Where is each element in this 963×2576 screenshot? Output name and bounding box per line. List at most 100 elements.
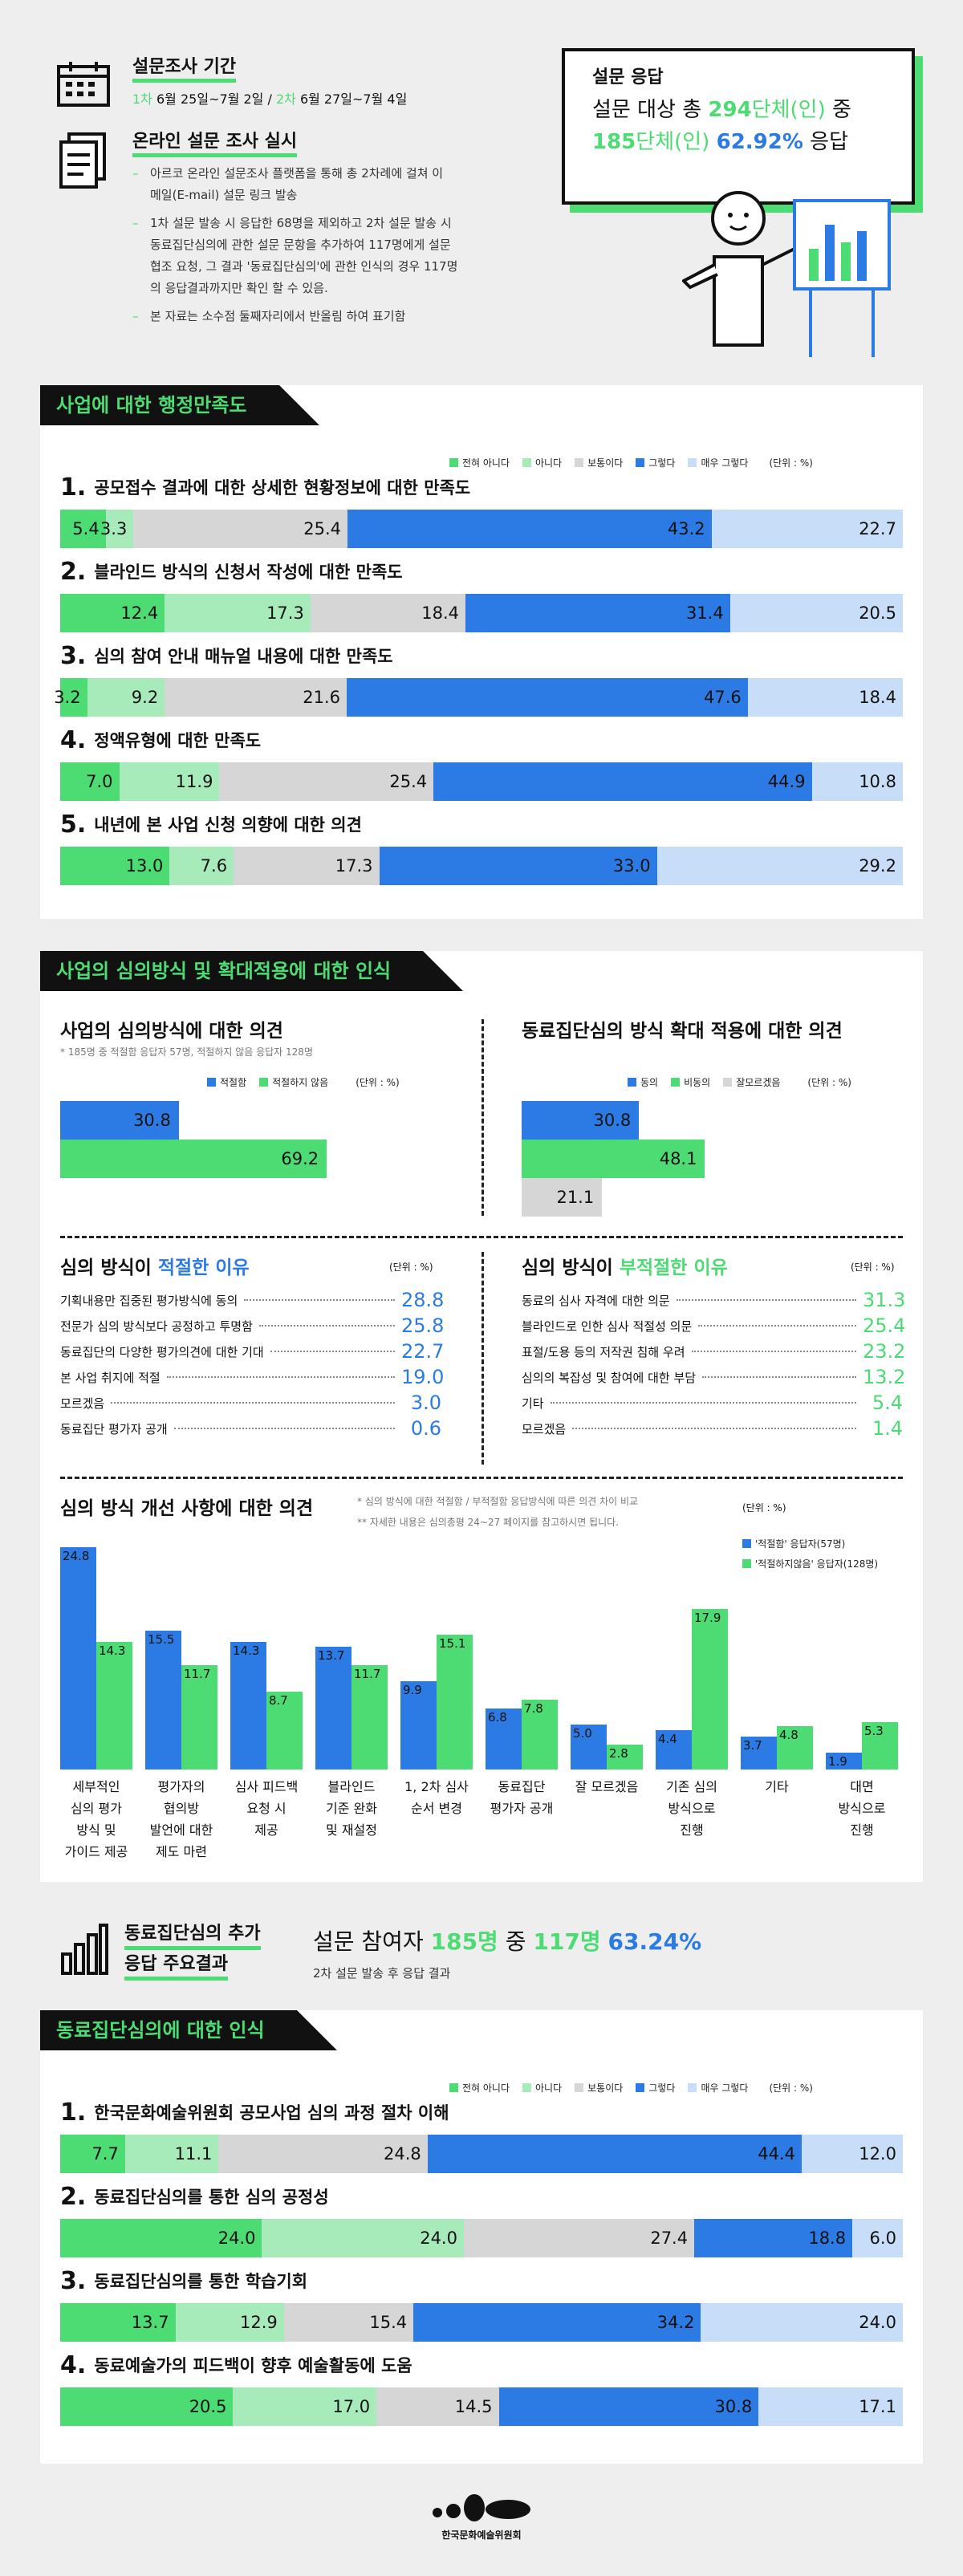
reason-appropriate-value-5: 3.0 <box>410 1392 441 1414</box>
improve-category-6: 동료집단 평가자 공개 <box>490 1779 554 1816</box>
s1-question-title-4: 4. 정액유형에 대한 만족도 <box>60 726 261 754</box>
improve-category-1: 세부적인 심의 평가 방식 및 가이드 제공 <box>64 1779 128 1859</box>
s4-stacked-bar-2: 24.0 24.0 27.4 18.8 6.0 <box>60 2219 903 2257</box>
s4-segment-2-3: 27.4 <box>463 2219 695 2257</box>
reason-inappropriate-dots-1 <box>676 1299 856 1301</box>
improve-bar-7-1: 5.0 <box>571 1725 607 1769</box>
calendar-icon <box>57 62 110 107</box>
legend4-item-3: 보통이다 <box>575 2081 623 2095</box>
reason-appropriate-dots-5 <box>111 1402 395 1404</box>
reason-inappropriate-label-4: 심의의 복잡성 및 참여에 대한 부담 <box>522 1370 697 1385</box>
expansion-bar-2: 48.1 <box>522 1140 705 1178</box>
s4-question-text-3: 동료집단심의를 통한 학습기회 <box>94 2272 308 2291</box>
s1-segment-2-2: 17.3 <box>165 594 311 632</box>
legend-appropriate: 적절함 <box>207 1075 246 1089</box>
s4-segment-1-4: 44.4 <box>427 2135 802 2173</box>
s4-segment-4-4: 30.8 <box>498 2387 759 2426</box>
reason-appropriate-label-4: 본 사업 취지에 적절 <box>60 1370 160 1385</box>
reason-inappropriate-dots-6 <box>572 1428 856 1429</box>
improve-category-5: 1, 2차 심사 순서 변경 <box>404 1779 469 1816</box>
s1-segment-2-1: 12.4 <box>60 594 165 632</box>
reason-inappropriate-value-6: 1.4 <box>872 1417 903 1440</box>
legend4-item-2: 아니다 <box>522 2081 562 2095</box>
reason-appropriate-label-5: 모르겠음 <box>60 1396 105 1411</box>
reason-appropriate-label-6: 동료집단 평가자 공개 <box>60 1421 168 1436</box>
reason-inappropriate-label-6: 모르겠음 <box>522 1421 567 1436</box>
reason-inappropriate-label-5: 기타 <box>522 1396 544 1411</box>
legend-unsure: 잘모르겠음 <box>723 1075 780 1089</box>
s4-segment-1-1: 7.7 <box>60 2135 125 2173</box>
s4-question-number-4: 4. <box>60 2351 87 2379</box>
s1-question-number-1: 1. <box>60 473 87 502</box>
s1-segment-3-3: 21.6 <box>165 678 347 717</box>
reason-appropriate-label-1: 기획내용만 집중된 평가방식에 동의 <box>60 1293 238 1308</box>
s4-segment-2-1: 24.0 <box>60 2219 262 2257</box>
section3-title: 동료집단심의 추가 응답 주요결과 <box>124 1920 261 1981</box>
improve-bar-10-2: 5.3 <box>862 1721 898 1769</box>
s1-segment-5-4: 33.0 <box>379 847 657 885</box>
reason-inappropriate-label-2: 블라인드로 인한 심사 적절성 의문 <box>522 1318 693 1334</box>
legend-item-1: 전혀 아니다 <box>449 456 510 469</box>
improve-bar-2-2: 11.7 <box>181 1664 217 1769</box>
s1-question-text-4: 정액유형에 대한 만족도 <box>94 731 262 750</box>
section1-tab: 사업에 대한 행정만족도 <box>40 385 319 425</box>
s1-segment-3-2: 9.2 <box>87 678 165 717</box>
s1-segment-3-1: 3.2 <box>54 678 87 717</box>
bar-chart-icon <box>61 1924 108 1975</box>
improve-title: 심의 방식 개선 사항에 대한 의견 <box>60 1498 314 1519</box>
s1-question-number-2: 2. <box>60 558 87 586</box>
reason-appropriate-title: 심의 방식이 적절한 이유 <box>60 1258 250 1278</box>
s4-segment-1-2: 11.1 <box>124 2135 219 2173</box>
s4-segment-4-3: 14.5 <box>376 2387 499 2426</box>
reason-appropriate-value-3: 22.7 <box>401 1340 445 1363</box>
improve-category-4: 블라인드 기준 완화 및 재설정 <box>326 1779 377 1838</box>
s1-question-text-2: 블라인드 방식의 신청서 작성에 대한 만족도 <box>94 563 403 582</box>
section2-tab: 사업의 심의방식 및 확대적용에 대한 인식 <box>40 951 464 991</box>
s1-question-text-1: 공모접수 결과에 대한 상세한 현황정보에 대한 만족도 <box>94 478 471 498</box>
section3-stat: 설문 참여자 185명 중 117명 63.24% <box>313 1928 702 1955</box>
s1-stacked-bar-2: 12.4 17.3 18.4 31.4 20.5 <box>60 594 903 632</box>
expansion-opinion-unit: (단위 : %) <box>807 1077 851 1088</box>
divider-vertical-1 <box>482 1019 484 1216</box>
s1-segment-4-5: 10.8 <box>811 762 903 801</box>
reason-inappropriate-value-3: 23.2 <box>863 1340 906 1363</box>
expansion-opinion-legend: 동의 비동의 잘모르겠음 (단위 : %) <box>628 1075 851 1089</box>
legend-item-4: 그렇다 <box>636 456 675 469</box>
reason-inappropriate-row-4: 심의의 복잡성 및 참여에 대한 부담 13.2 <box>522 1366 905 1388</box>
reason-appropriate-row-6: 동료집단 평가자 공개 0.6 <box>60 1417 441 1440</box>
s4-segment-3-4: 34.2 <box>413 2303 701 2342</box>
period-text: 1차 6월 25일~7월 2일 / 2차 6월 27일~7월 4일 <box>132 91 408 107</box>
reason-inappropriate-row-1: 동료의 심사 자격에 대한 의문 31.3 <box>522 1289 905 1311</box>
improve-bar-3-1: 14.3 <box>230 1641 266 1769</box>
method-bar-2: 69.2 <box>60 1140 327 1178</box>
improve-note-2: ** 자세한 내용은 심의총평 24~27 페이지를 참고하시면 됩니다. <box>357 1517 619 1528</box>
period-title: 설문조사 기간 <box>132 56 237 83</box>
s1-question-number-4: 4. <box>60 726 87 754</box>
s1-segment-4-4: 44.9 <box>433 762 812 801</box>
expansion-opinion-title: 동료집단심의 방식 확대 적용에 대한 의견 <box>522 1021 843 1042</box>
s1-segment-2-4: 31.4 <box>465 594 730 632</box>
presenter-illustration-icon <box>682 191 891 357</box>
s1-segment-4-1: 7.0 <box>60 762 120 801</box>
section1-unit: (단위 : %) <box>769 457 813 469</box>
method-bar-1: 30.8 <box>60 1101 179 1140</box>
method-opinion-note: * 185명 중 적절함 응답자 57명, 적절하지 않음 응답자 128명 <box>60 1046 313 1058</box>
s1-question-text-5: 내년에 본 사업 신청 의향에 대한 의견 <box>94 815 362 835</box>
bullet-1: – 아르코 온라인 설문조사 플랫폼을 통해 총 2차례에 걸쳐 이 메일(E-ma… <box>132 166 444 202</box>
s1-segment-3-4: 47.6 <box>346 678 748 717</box>
document-icon <box>59 132 106 189</box>
improve-note-1: * 심의 방식에 대한 적절함 / 부적절함 응답방식에 따른 의견 차이 비교 <box>357 1496 639 1507</box>
improve-bar-7-2: 2.8 <box>607 1744 643 1769</box>
s4-segment-2-5: 6.0 <box>852 2219 903 2257</box>
s1-question-title-5: 5. 내년에 본 사업 신청 의향에 대한 의견 <box>60 811 362 839</box>
reason-inappropriate-label-3: 표절/도용 등의 저작권 침해 우려 <box>522 1344 685 1359</box>
s1-segment-2-5: 20.5 <box>729 594 903 632</box>
s4-question-text-2: 동료집단심의를 통한 심의 공정성 <box>94 2188 329 2207</box>
reason-appropriate-dots-6 <box>173 1428 395 1429</box>
reason-appropriate-value-6: 0.6 <box>410 1417 441 1440</box>
s4-question-number-1: 1. <box>60 2099 87 2127</box>
s4-stacked-bar-3: 13.7 12.9 15.4 34.2 24.0 <box>60 2303 903 2342</box>
reason-inappropriate-dots-3 <box>691 1351 856 1352</box>
reason-inappropriate-title: 심의 방식이 부적절한 이유 <box>522 1258 728 1278</box>
online-title: 온라인 설문 조사 실시 <box>132 131 298 157</box>
